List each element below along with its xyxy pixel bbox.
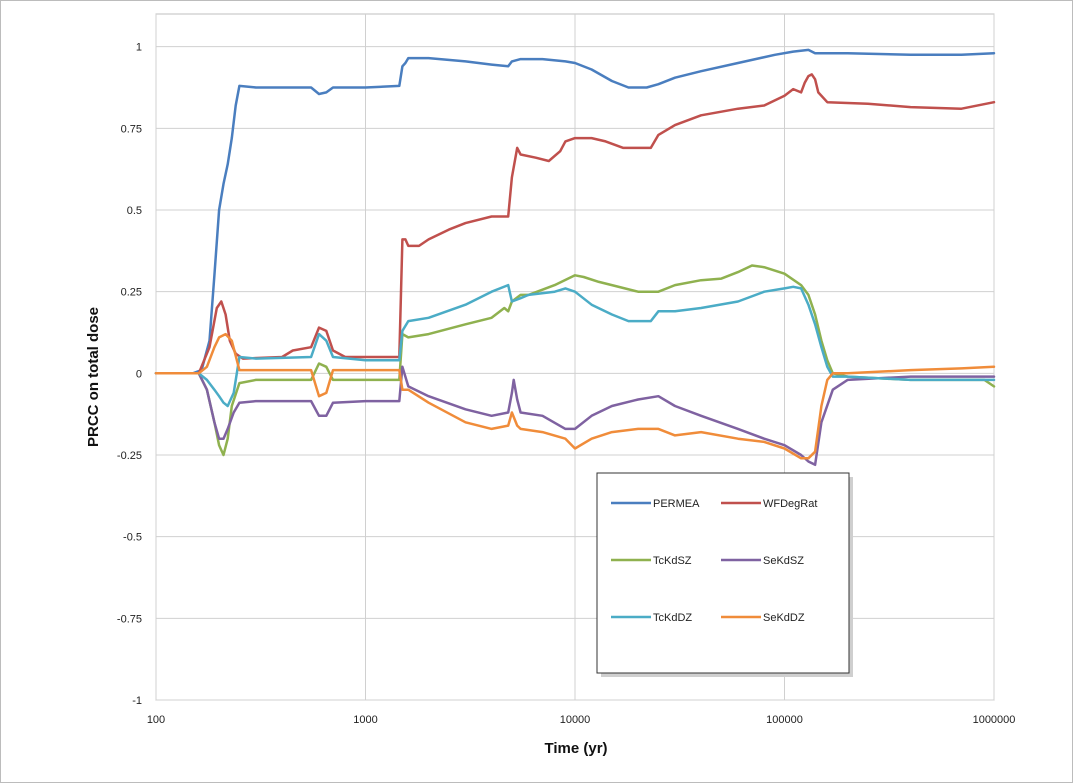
legend-label-wfdegrat: WFDegRat [763,498,817,510]
y-tick-label: 0.25 [121,287,142,299]
y-tick-label: 0 [136,368,142,380]
legend-label-permea: PERMEA [653,498,700,510]
legend-label-tckdsz: TcKdSZ [653,555,692,567]
x-axis-ticks: 100 1000 10000 100000 1000000 [147,714,1016,726]
y-tick-label: -0.5 [123,532,142,544]
x-axis-title: Time (yr) [544,740,607,757]
legend: PERMEA WFDegRat TcKdSZ SeKdSZ TcKdDZ SeKdDZ [596,472,853,677]
y-tick-label: -0.25 [117,450,142,462]
gridlines [155,13,995,701]
y-axis-title: PRCC on total dose [85,307,102,447]
y-tick-label: 1 [136,42,142,54]
x-tick-label: 100 [147,714,165,726]
y-tick-label: 0.75 [121,123,142,135]
series-line-wfdegrat [154,73,996,375]
y-tick-label: -1 [132,695,142,707]
x-tick-label: 1000000 [973,714,1016,726]
x-tick-label: 1000 [353,714,377,726]
x-tick-label: 100000 [766,714,803,726]
series-lines [154,48,996,467]
y-tick-label: 0.5 [127,205,142,217]
legend-label-sekddz: SeKdDZ [763,612,805,624]
series-line-permea [154,48,996,375]
legend-label-sekdsz: SeKdSZ [763,555,804,567]
legend-label-tckddz: TcKdDZ [653,612,692,624]
series-line-tckddz [154,283,996,408]
series-line-sekddz [154,332,996,460]
y-tick-label: -0.75 [117,613,142,625]
x-tick-label: 10000 [560,714,591,726]
y-axis-ticks: 1 0.75 0.5 0.25 0 -0.25 -0.5 -0.75 -1 [117,42,142,707]
legend-box [596,472,850,674]
